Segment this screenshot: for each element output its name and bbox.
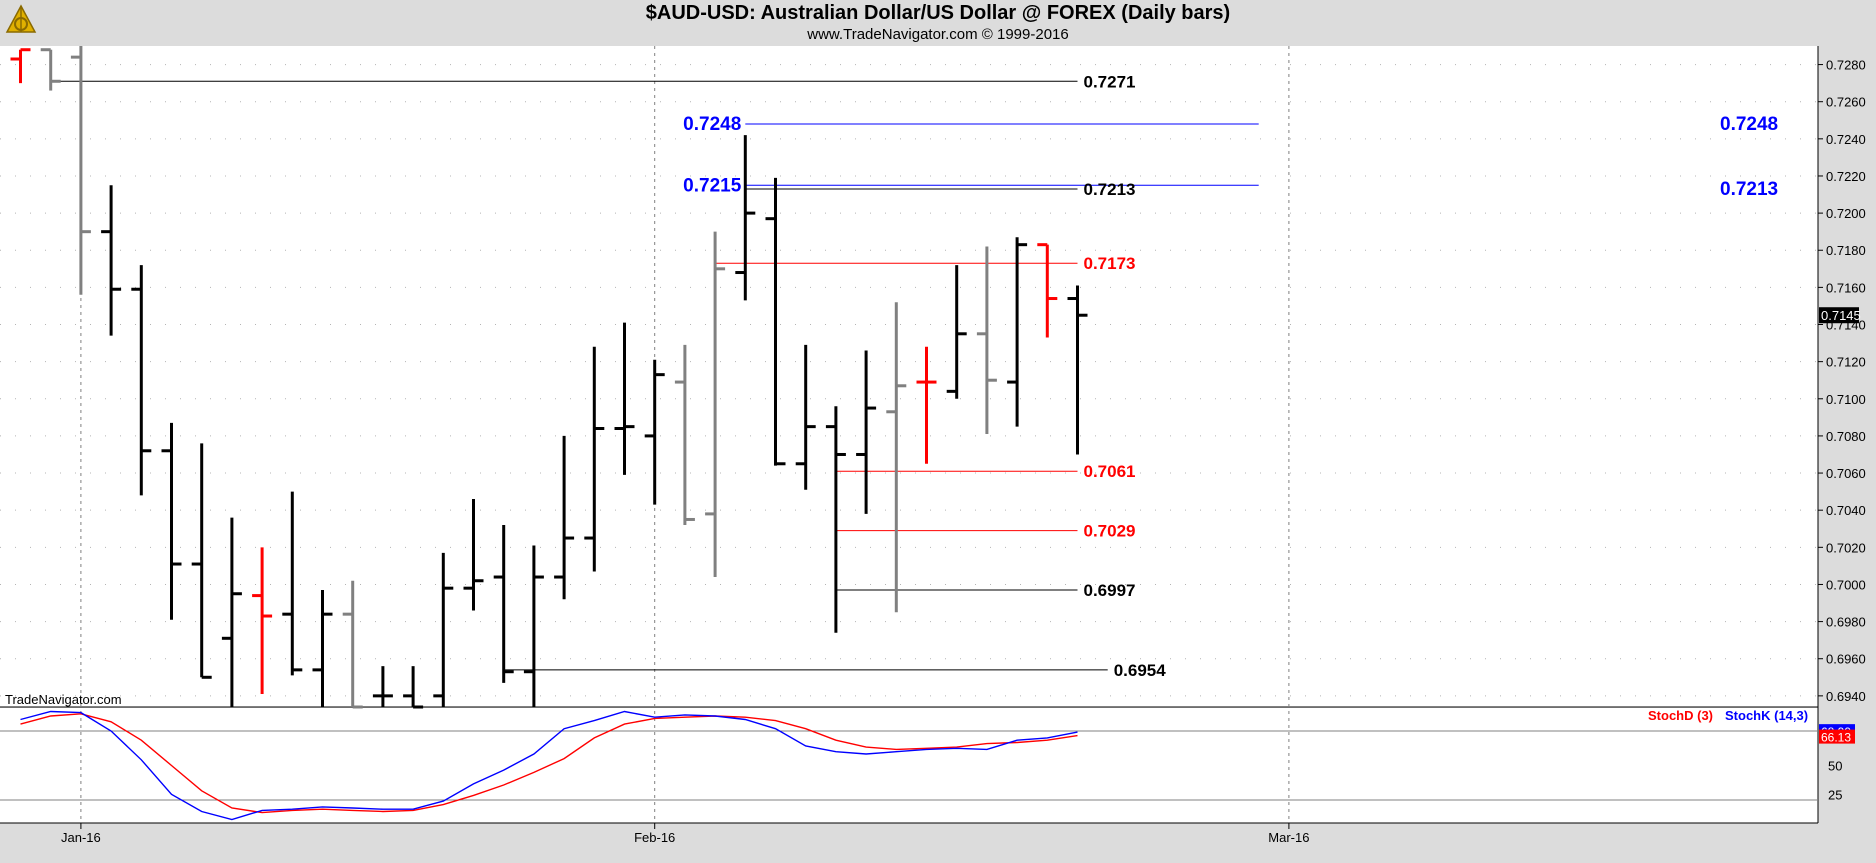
chart-header: $AUD-USD: Australian Dollar/US Dollar @ … <box>0 0 1876 46</box>
ohlc-bar <box>1067 285 1088 455</box>
ohlc-bar <box>674 344 695 526</box>
right-level-label: 0.7213 <box>1720 179 1778 200</box>
oscillator-pane <box>0 708 1818 823</box>
ohlc-bar <box>433 552 454 707</box>
ohlc-bar <box>40 48 61 91</box>
ohlc-bar <box>916 346 937 464</box>
y-tick-label: 0.7080 <box>1826 429 1866 444</box>
y-tick-label: 0.7160 <box>1826 280 1866 295</box>
osc-tick-label: 25 <box>1828 787 1842 802</box>
ohlc-bar <box>795 344 816 490</box>
ohlc-bar <box>735 135 756 301</box>
ohlc-bar <box>372 666 393 707</box>
ohlc-bar <box>856 350 877 514</box>
ohlc-bar <box>554 435 575 600</box>
plot-area <box>0 46 1818 707</box>
ohlc-bar <box>644 359 665 505</box>
y-tick-label: 0.7220 <box>1826 169 1866 184</box>
level-label: 0.6954 <box>1114 661 1167 680</box>
last-price-label: 0.7145 <box>1821 308 1861 323</box>
ohlc-bar <box>523 545 544 707</box>
x-tick-label: Jan-16 <box>61 830 101 845</box>
last-price-box <box>1819 307 1859 324</box>
y-tick-label: 0.6960 <box>1826 652 1866 667</box>
y-tick-label: 0.7020 <box>1826 540 1866 555</box>
ohlc-bar <box>10 48 31 84</box>
y-tick-label: 0.7040 <box>1826 503 1866 518</box>
x-tick-label: Mar-16 <box>1268 830 1309 845</box>
y-tick-label: 0.7100 <box>1826 392 1866 407</box>
ohlc-bar <box>191 443 212 679</box>
ohlc-bar <box>493 525 514 683</box>
ohlc-bar <box>282 491 303 676</box>
ohlc-bar <box>705 231 726 578</box>
y-tick-label: 0.7000 <box>1826 577 1866 592</box>
stoch-series-line <box>20 713 1078 814</box>
grid-layer <box>0 46 1818 823</box>
ohlc-bar <box>101 185 122 336</box>
stoch-series-line <box>20 710 1078 821</box>
chart-subtitle: www.TradeNavigator.com © 1999-2016 <box>807 26 1069 43</box>
level-lines: 0.7271 0.7248 0.7215 0.7213 0.7173 0.7061 0.70… <box>50 72 1778 680</box>
ohlc-bar <box>221 517 242 707</box>
osc-tick-label: 50 <box>1828 759 1842 774</box>
ohlc-bar <box>976 246 997 435</box>
level-label: 0.7213 <box>1084 180 1136 199</box>
y-tick-label: 0.7120 <box>1826 355 1866 370</box>
date-axis: Jan-16 Feb-16 Mar-16 <box>61 823 1309 845</box>
ohlc-bar <box>584 346 605 572</box>
ohlc-bar <box>1007 237 1028 427</box>
y-tick-label: 0.7280 <box>1826 58 1866 73</box>
ohlc-bar <box>342 580 363 709</box>
ohlc-bar <box>946 265 967 399</box>
y-tick-label: 0.7260 <box>1826 95 1866 110</box>
chart-title: $AUD-USD: Australian Dollar/US Dollar @ … <box>645 2 1231 24</box>
ohlc-bar <box>403 666 424 709</box>
y-tick-label: 0.7060 <box>1826 466 1866 481</box>
level-label: 0.7248 <box>683 114 741 135</box>
ohlc-bar <box>70 46 91 295</box>
y-tick-label: 0.7240 <box>1826 132 1866 147</box>
legend-stochd: StochD (3) <box>1648 708 1713 723</box>
level-label: 0.7029 <box>1084 522 1136 541</box>
legend-stochk: StochK (14,3) <box>1725 708 1808 723</box>
ohlc-bar <box>161 422 182 620</box>
date-axis-panel <box>0 823 1818 863</box>
ohlc-bar <box>765 177 786 466</box>
stochd-last-label: 66.13 <box>1821 731 1851 745</box>
watermark-label: TradeNavigator.com <box>5 692 122 707</box>
ohlc-bar <box>825 406 846 633</box>
ohlc-bar <box>463 499 484 611</box>
price-bars <box>10 46 1088 709</box>
level-label: 0.7061 <box>1084 462 1136 481</box>
y-tick-label: 0.7200 <box>1826 206 1866 221</box>
level-label: 0.6997 <box>1084 581 1136 600</box>
price-axis: 0.7280 0.7260 0.7240 0.7220 0.7200 0.7180 0.71… <box>1818 58 1866 802</box>
y-tick-label: 0.6980 <box>1826 615 1866 630</box>
ohlc-bar <box>886 302 907 613</box>
ohlc-bar <box>614 322 635 475</box>
y-tick-label: 0.6940 <box>1826 689 1866 704</box>
ohlc-bar <box>131 265 152 496</box>
level-label: 0.7271 <box>1084 72 1136 91</box>
y-tick-label: 0.7180 <box>1826 243 1866 258</box>
right-level-label: 0.7248 <box>1720 114 1778 135</box>
sextant-logo-icon <box>5 4 37 33</box>
level-label: 0.7173 <box>1084 254 1136 273</box>
ohlc-bar <box>1037 243 1058 338</box>
x-tick-label: Feb-16 <box>634 830 675 845</box>
level-label: 0.7215 <box>683 175 742 196</box>
stochastic-lines <box>0 710 1818 821</box>
stochd-last-box <box>1819 729 1855 744</box>
ohlc-bar <box>312 590 333 707</box>
ohlc-bar <box>252 547 273 695</box>
